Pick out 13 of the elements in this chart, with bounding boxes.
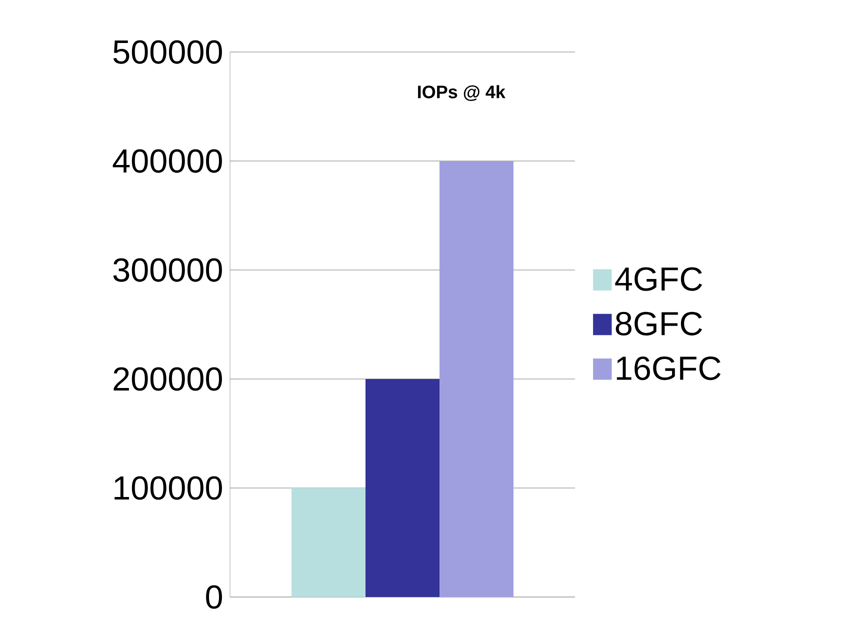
y-tick-label: 0 [206, 585, 222, 609]
legend-label: 4GFC [615, 267, 702, 291]
y-tick-label: 500000 [113, 40, 222, 64]
legend-label: 8GFC [616, 312, 702, 336]
y-tick-label: 100000 [114, 476, 222, 500]
legend-label: 16GFC [616, 356, 721, 380]
y-tick-label: 200000 [114, 367, 222, 391]
y-tick-label: 300000 [113, 258, 222, 282]
y-tick-label: 400000 [112, 149, 222, 173]
bar [292, 488, 366, 597]
bar [440, 161, 514, 597]
bar [366, 379, 440, 597]
text: IOPs @ 4k [418, 85, 506, 101]
